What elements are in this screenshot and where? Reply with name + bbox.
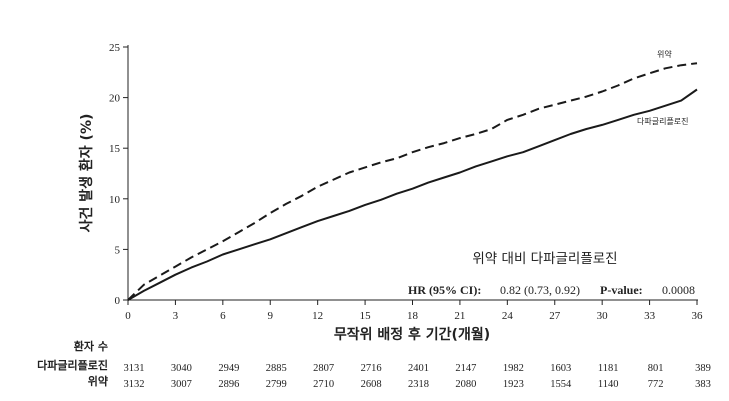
at-risk-value: 2147 [455,363,476,374]
x-tick-label: 30 [597,310,609,322]
at-risk-value: 2080 [455,379,476,390]
at-risk-table: 3131 3040 2949 2885 2807 2716 2401 2147 1982 1603… [124,363,711,390]
y-tick-label: 0 [115,295,121,307]
at-risk-value: 383 [695,379,711,390]
x-tick-label: 3 [173,310,179,322]
hr-value: 0.82 (0.73, 0.92) [500,283,580,297]
hr-label: HR (95% CI): [408,283,481,297]
x-tick-label: 0 [125,310,131,322]
x-tick-label: 36 [692,310,704,322]
series-end-label-placebo: 위약 [657,49,672,59]
x-tick-label: 33 [644,310,656,322]
at-risk-value: 1554 [550,379,572,390]
x-tick-label: 12 [312,310,323,322]
annotation-title: 위약 대비 다파글리플로진 [472,251,617,267]
x-tick-label: 6 [220,310,226,322]
series-line-dapagliflozin [127,88,698,301]
at-risk-value: 2807 [313,363,334,374]
at-risk-value: 3132 [124,379,145,390]
at-risk-value: 3007 [171,379,192,390]
p-value: 0.0008 [662,283,695,297]
at-risk-value: 2401 [408,363,429,374]
y-tick-label: 15 [109,143,121,155]
at-risk-value: 1181 [598,363,619,374]
at-risk-value: 2896 [218,379,239,390]
x-tick-label: 15 [360,310,372,322]
y-tick-label: 10 [109,194,121,206]
x-tick-label: 24 [502,310,514,322]
at-risk-value: 2799 [266,379,287,390]
series-end-label-dapagliflozin: 다파글리플로진 [637,116,689,126]
at-risk-value: 1603 [550,363,571,374]
x-tick-label: 9 [268,310,274,322]
at-risk-header: 환자 수 [74,339,108,353]
at-risk-value: 2710 [313,379,334,390]
x-axis-label: 무작위 배정 후 기간(개월) [334,326,490,343]
x-tick-label: 21 [454,310,465,322]
series-line-placebo [127,62,698,301]
y-tick-label: 20 [109,93,121,105]
at-risk-value: 1982 [503,363,524,374]
series-lines [127,62,698,301]
at-risk-value: 772 [648,379,664,390]
at-risk-value: 2318 [408,379,429,390]
at-risk-value: 801 [648,363,664,374]
at-risk-label-dapa: 다파글리플로진 [37,358,108,372]
at-risk-value: 3040 [171,363,192,374]
at-risk-label-placebo: 위약 [88,374,108,388]
at-risk-value: 3131 [124,363,145,374]
at-risk-value: 1923 [503,379,524,390]
x-tick-label: 27 [549,310,561,322]
at-risk-value: 2885 [266,363,287,374]
at-risk-value: 2716 [361,363,382,374]
y-tick-label: 25 [109,42,121,54]
x-tick-label: 18 [407,310,419,322]
at-risk-value: 389 [695,363,711,374]
at-risk-value: 2949 [218,363,239,374]
at-risk-value: 2608 [361,379,382,390]
y-tick-label: 5 [115,244,121,256]
p-value-label: P-value: [600,283,643,297]
y-axis-label: 사건 발생 환자 (%) [78,114,95,233]
at-risk-value: 1140 [598,379,619,390]
